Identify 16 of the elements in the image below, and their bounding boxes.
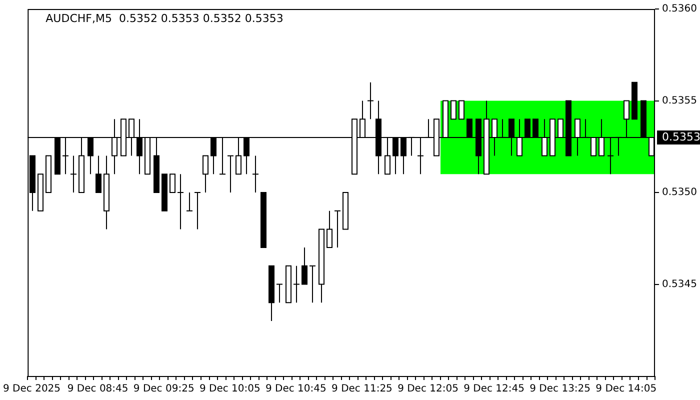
y-tick-label: 0.5350 <box>662 187 698 198</box>
ref-line-label: 0.5353 <box>662 130 700 144</box>
x-tick-label: 9 Dec 12:05 <box>398 384 458 395</box>
x-tick-label: 9 Dec 10:05 <box>199 384 260 395</box>
x-tick-label: 9 Dec 11:25 <box>332 384 392 395</box>
x-tick-label: 9 Dec 09:25 <box>133 384 194 395</box>
chart-title: AUDCHF,M5 0.5352 0.5353 0.5352 0.5353 <box>46 12 284 25</box>
x-tick-label: 9 Dec 10:45 <box>265 384 326 395</box>
y-tick-label: 0.5345 <box>662 278 698 290</box>
y-tick-label: 0.5355 <box>662 95 698 106</box>
x-tick-label: 9 Dec 14:05 <box>596 384 657 395</box>
x-tick-label: 9 Dec 13:25 <box>530 384 591 395</box>
x-tick-label: 9 Dec 08:45 <box>67 384 128 395</box>
y-tick-label: 0.5360 <box>662 4 698 15</box>
x-tick-label: 9 Dec 2025 <box>3 384 61 395</box>
x-tick-label: 9 Dec 12:45 <box>464 384 524 395</box>
